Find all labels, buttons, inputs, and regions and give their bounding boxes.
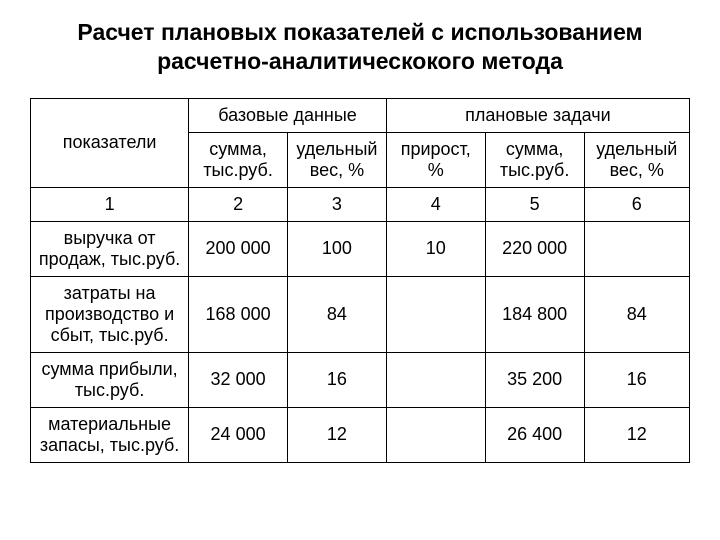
table-row: сумма прибыли, тыс.руб. 32 000 16 35 200… (31, 352, 690, 407)
table-header-row: показатели базовые данные плановые задач… (31, 98, 690, 132)
cell (386, 407, 485, 462)
data-table: показатели базовые данные плановые задач… (30, 98, 690, 463)
cell: материальные запасы, тыс.руб. (31, 407, 189, 462)
header-growth: прирост, % (386, 132, 485, 187)
cell: 200 000 (189, 221, 288, 276)
cell: затраты на производство и сбыт, тыс.руб. (31, 276, 189, 352)
page-title: Расчет плановых показателей с использова… (30, 18, 690, 76)
cell (386, 352, 485, 407)
cell: 184 800 (485, 276, 584, 352)
cell: 220 000 (485, 221, 584, 276)
colnum: 4 (386, 187, 485, 221)
colnum: 6 (584, 187, 689, 221)
cell: 24 000 (189, 407, 288, 462)
colnum: 3 (288, 187, 387, 221)
header-sum-base: сумма, тыс.руб. (189, 132, 288, 187)
cell: 10 (386, 221, 485, 276)
cell: выручка от продаж, тыс.руб. (31, 221, 189, 276)
header-base-data: базовые данные (189, 98, 387, 132)
cell (386, 276, 485, 352)
cell: 16 (584, 352, 689, 407)
table-row: материальные запасы, тыс.руб. 24 000 12 … (31, 407, 690, 462)
colnum: 1 (31, 187, 189, 221)
table-row: затраты на производство и сбыт, тыс.руб.… (31, 276, 690, 352)
cell: 35 200 (485, 352, 584, 407)
header-plan-tasks: плановые задачи (386, 98, 689, 132)
cell: 12 (288, 407, 387, 462)
cell: 168 000 (189, 276, 288, 352)
cell: 84 (584, 276, 689, 352)
header-weight-plan: удельный вес, % (584, 132, 689, 187)
table-row: выручка от продаж, тыс.руб. 200 000 100 … (31, 221, 690, 276)
cell: 12 (584, 407, 689, 462)
cell: 84 (288, 276, 387, 352)
cell: 26 400 (485, 407, 584, 462)
header-indicators: показатели (31, 98, 189, 187)
cell: 16 (288, 352, 387, 407)
header-sum-plan: сумма, тыс.руб. (485, 132, 584, 187)
colnum: 5 (485, 187, 584, 221)
colnum: 2 (189, 187, 288, 221)
cell (584, 221, 689, 276)
page: Расчет плановых показателей с использова… (0, 0, 720, 540)
table-header-row: 1 2 3 4 5 6 (31, 187, 690, 221)
header-weight-base: удельный вес, % (288, 132, 387, 187)
cell: 100 (288, 221, 387, 276)
cell: 32 000 (189, 352, 288, 407)
cell: сумма прибыли, тыс.руб. (31, 352, 189, 407)
